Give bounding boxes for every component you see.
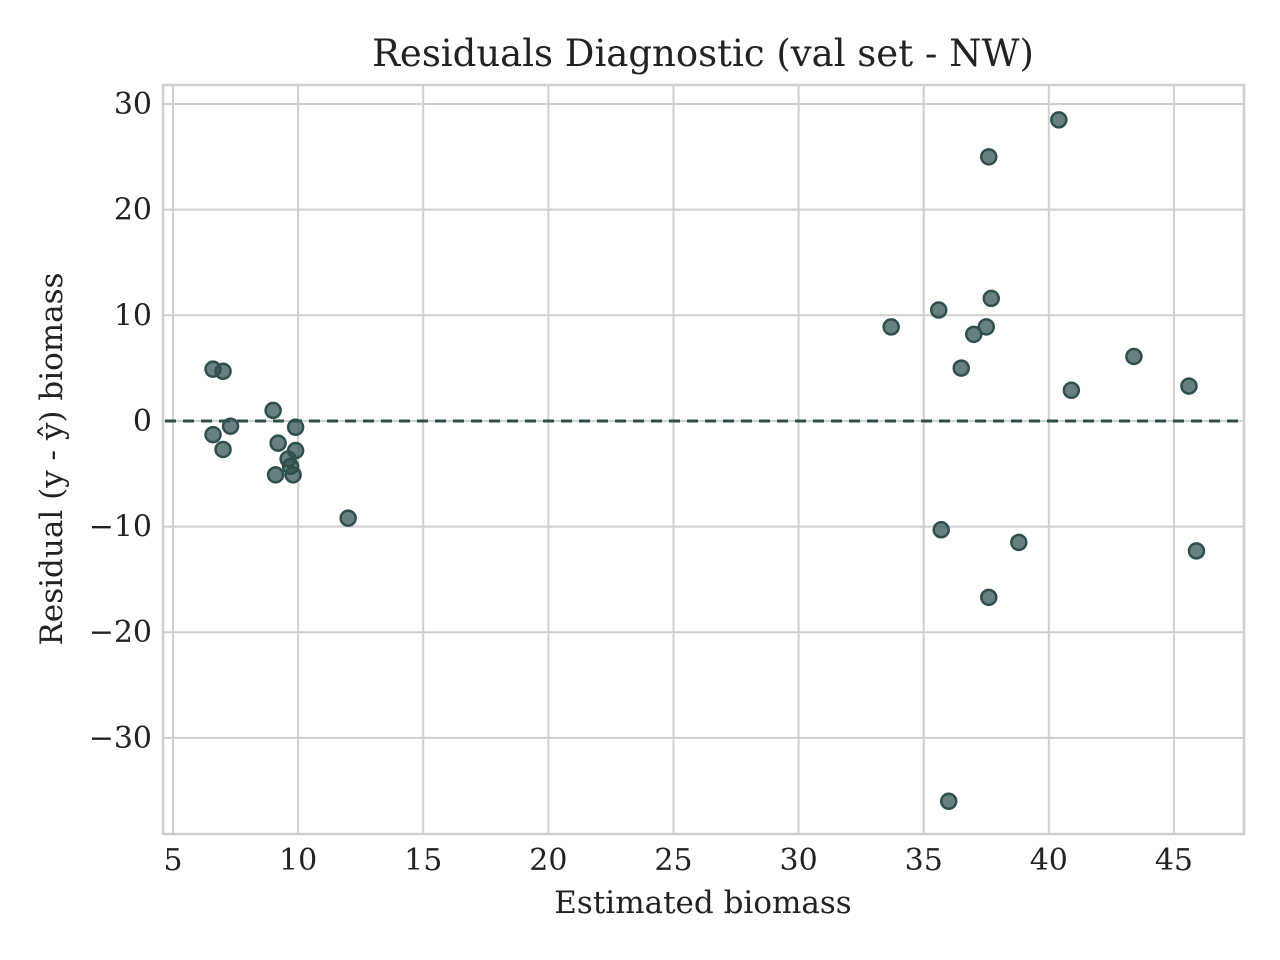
y-tick-label: −10 bbox=[89, 510, 152, 545]
x-tick-label: 25 bbox=[654, 843, 692, 878]
data-point bbox=[284, 466, 302, 484]
x-tick-label: 45 bbox=[1155, 843, 1193, 878]
x-tick-label: 5 bbox=[163, 843, 182, 878]
data-point bbox=[266, 466, 285, 484]
data-point bbox=[339, 509, 357, 527]
y-tick-label: −30 bbox=[89, 721, 152, 756]
data-point bbox=[952, 359, 970, 377]
data-point bbox=[980, 588, 998, 607]
data-point bbox=[1010, 533, 1028, 552]
data-point bbox=[965, 325, 983, 344]
data-point bbox=[1180, 377, 1198, 395]
y-tick-label: 30 bbox=[114, 87, 152, 122]
data-point bbox=[286, 418, 305, 437]
x-tick-label: 10 bbox=[279, 843, 317, 878]
data-point bbox=[977, 318, 996, 336]
x-axis-label: Estimated biomass bbox=[554, 885, 851, 921]
y-axis-label: Residual (y - ŷ) biomass bbox=[34, 273, 70, 646]
y-tick-label: −20 bbox=[89, 615, 152, 650]
x-tick-labels: 5 10 15 20 25 30 35 40 45 bbox=[163, 843, 1193, 878]
y-tick-labels: 30 20 10 0 −10 −20 −30 bbox=[89, 87, 152, 756]
data-point bbox=[269, 434, 287, 452]
x-tick-label: 15 bbox=[404, 843, 442, 878]
data-point bbox=[929, 301, 948, 319]
y-tick-label: 20 bbox=[114, 193, 152, 228]
chart-title: Residuals Diagnostic (val set - NW) bbox=[372, 32, 1034, 75]
plot-frame bbox=[161, 83, 1246, 836]
y-tick-label: 10 bbox=[114, 298, 152, 333]
x-tick-label: 40 bbox=[1030, 843, 1068, 878]
y-tick-label: 0 bbox=[133, 404, 152, 439]
data-point bbox=[939, 792, 958, 811]
grid bbox=[163, 85, 1244, 834]
data-point bbox=[204, 425, 222, 444]
data-point bbox=[264, 401, 282, 420]
data-point bbox=[286, 441, 305, 460]
data-point bbox=[214, 362, 232, 381]
data-point bbox=[1125, 347, 1143, 366]
data-point bbox=[1062, 381, 1081, 400]
data-point bbox=[214, 440, 232, 459]
data-point bbox=[932, 521, 950, 539]
x-tick-label: 20 bbox=[529, 843, 567, 878]
x-tick-label: 35 bbox=[905, 843, 943, 878]
data-point bbox=[1187, 542, 1206, 560]
data-point bbox=[221, 417, 240, 435]
data-point bbox=[1050, 111, 1068, 129]
data-point bbox=[882, 318, 900, 336]
data-point bbox=[982, 289, 1001, 308]
x-tick-label: 30 bbox=[779, 843, 817, 878]
data-points bbox=[204, 111, 1206, 811]
data-point bbox=[980, 148, 998, 166]
